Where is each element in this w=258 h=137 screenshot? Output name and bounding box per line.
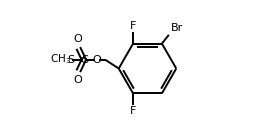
Text: O: O bbox=[73, 34, 82, 44]
Text: CH$_3$: CH$_3$ bbox=[50, 53, 71, 66]
Text: S: S bbox=[67, 55, 74, 65]
Text: O: O bbox=[73, 75, 82, 85]
Text: O: O bbox=[93, 55, 101, 65]
Text: S: S bbox=[81, 55, 88, 65]
Text: Br: Br bbox=[171, 23, 183, 33]
Text: F: F bbox=[130, 21, 136, 31]
Text: F: F bbox=[130, 106, 136, 116]
